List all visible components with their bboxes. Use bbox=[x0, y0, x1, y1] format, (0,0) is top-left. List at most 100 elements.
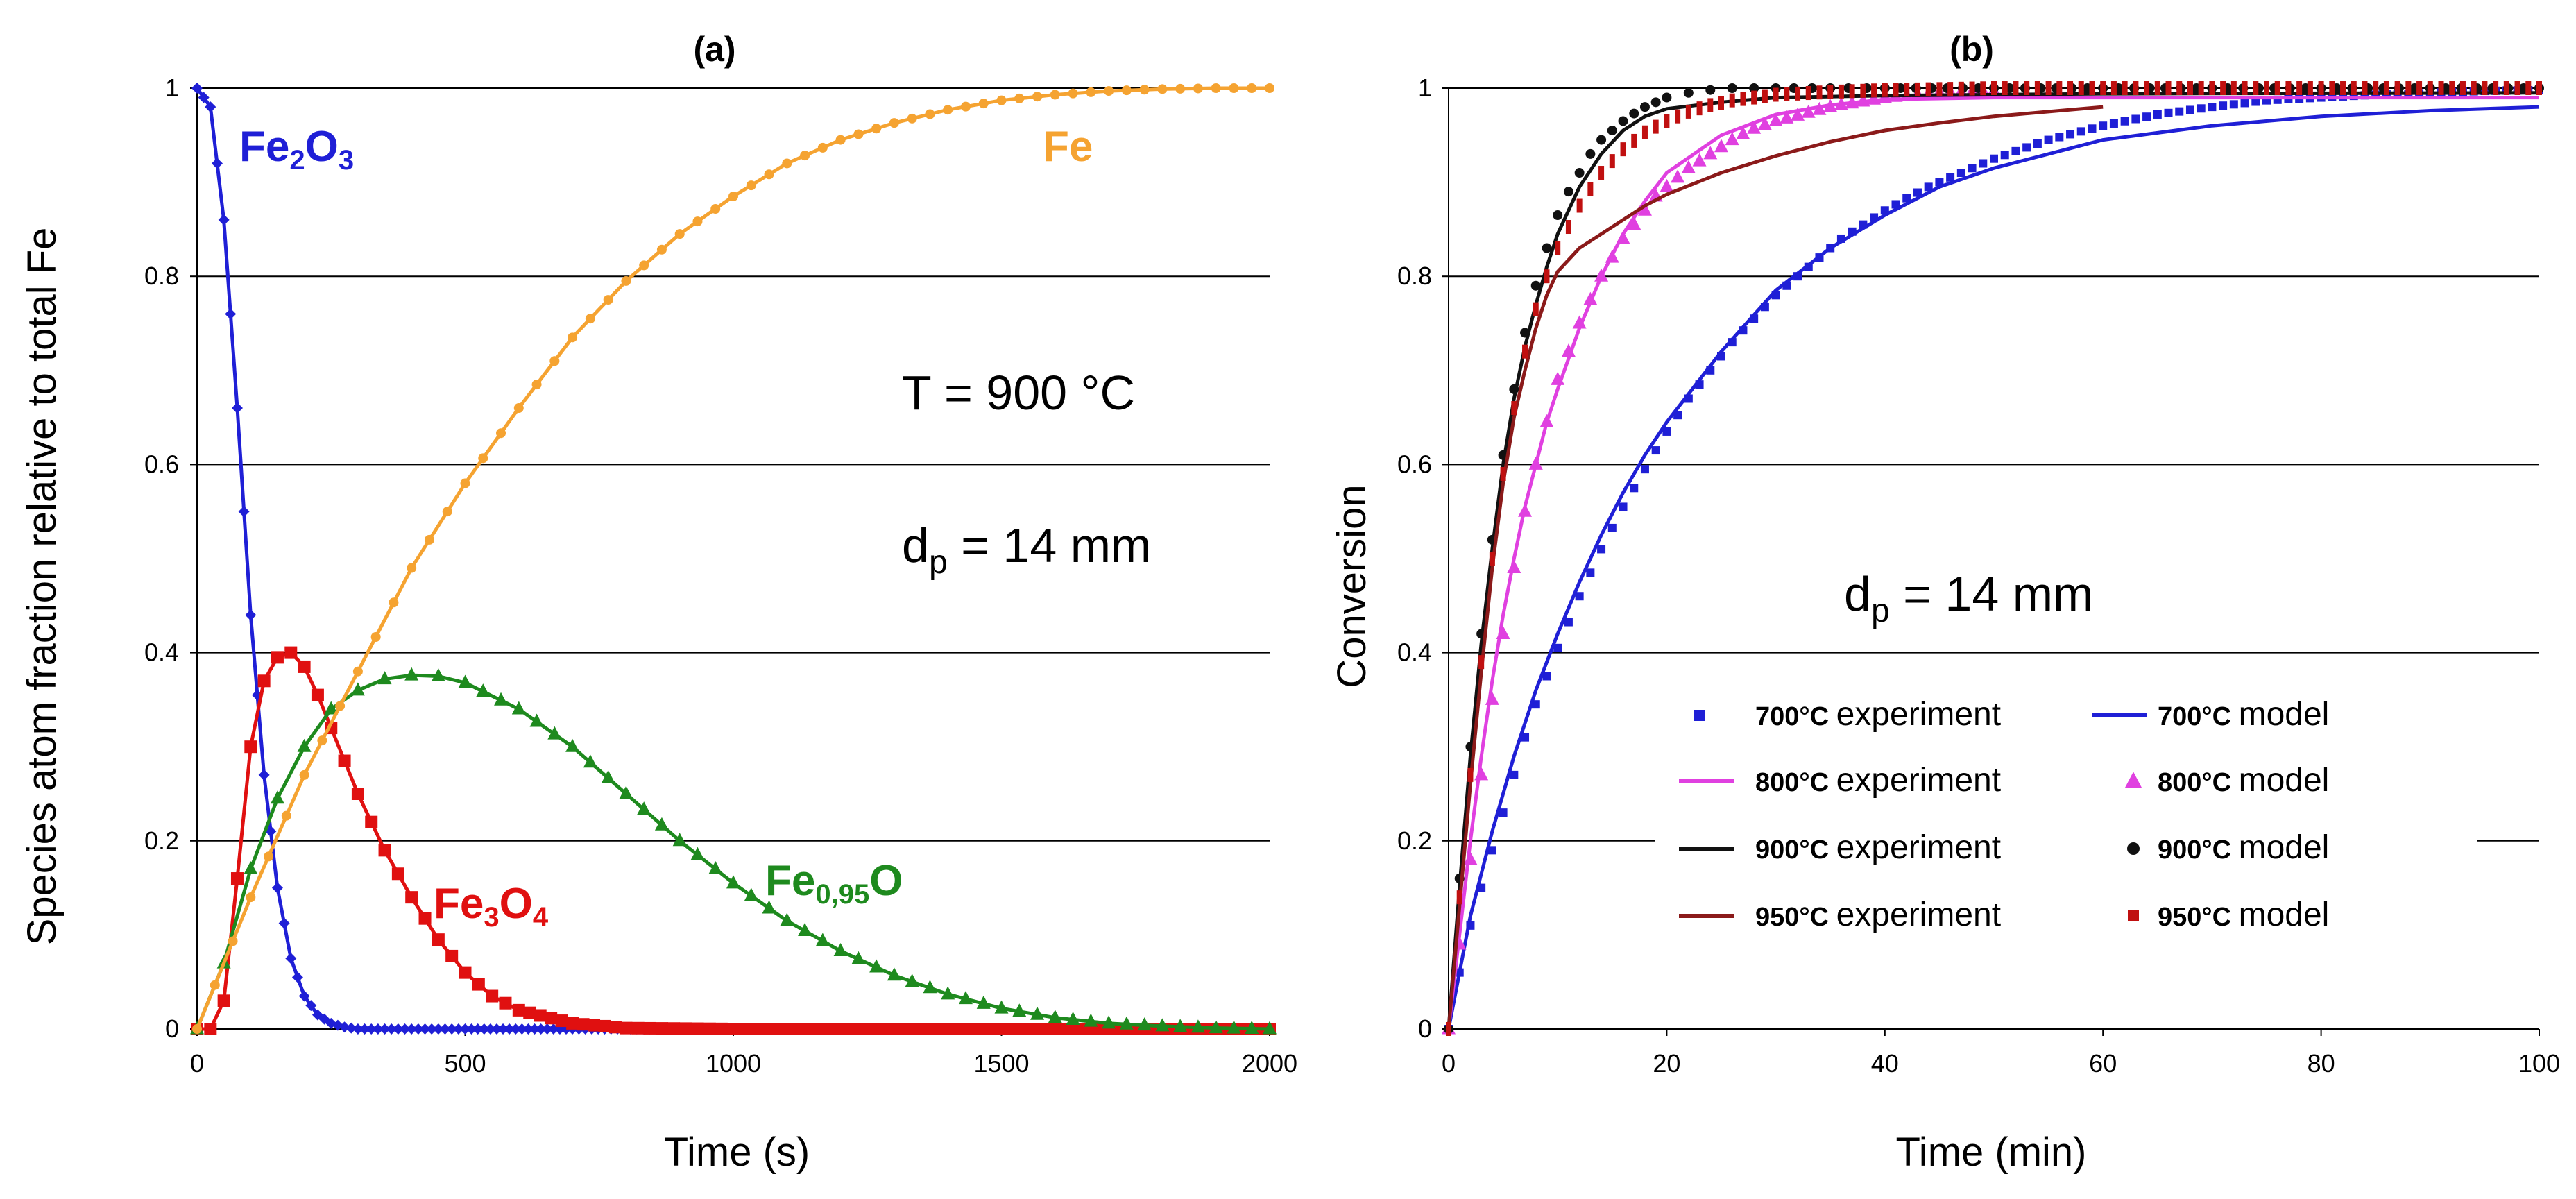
data-point-700-c-experiment-46 bbox=[1946, 173, 1955, 182]
data-point-fe2o3-46 bbox=[497, 1023, 509, 1035]
data-point-700-c-experiment-20 bbox=[1662, 427, 1671, 436]
data-point-fe-6 bbox=[299, 769, 309, 780]
data-point-fe0-95o-5 bbox=[324, 701, 339, 715]
data-point-fe2o3-32 bbox=[406, 1023, 418, 1035]
data-point-fe2o3-0 bbox=[191, 83, 203, 94]
data-point-fe3o4-1 bbox=[204, 1023, 217, 1035]
data-point-fe-57 bbox=[1211, 83, 1221, 93]
species-label-part: Fe bbox=[765, 857, 815, 905]
data-point-fe0-95o-41 bbox=[1012, 1003, 1027, 1017]
panel-a-title: (a) bbox=[693, 30, 735, 69]
x-tick-label-2000: 2000 bbox=[1242, 1049, 1297, 1078]
data-point-fe2o3-30 bbox=[392, 1023, 404, 1035]
data-point-fe-38 bbox=[871, 124, 882, 134]
data-point-fe0-95o-46 bbox=[1102, 1015, 1116, 1029]
data-point-950-c-model-84 bbox=[2362, 81, 2368, 95]
data-point-fe3o4-23 bbox=[499, 996, 512, 1010]
panel-a-diameter-annotation: dp = 14 mm bbox=[902, 518, 1151, 581]
data-point-900-c-model-5 bbox=[1498, 450, 1508, 460]
data-point-950-c-model-98 bbox=[2514, 81, 2520, 95]
data-point-fe-36 bbox=[835, 135, 846, 145]
data-point-950-c-model-21 bbox=[1675, 109, 1681, 124]
data-point-900-c-model-21 bbox=[1683, 87, 1694, 98]
data-point-700-c-experiment-8 bbox=[1531, 700, 1540, 709]
data-point-fe3o4-13 bbox=[365, 815, 378, 828]
data-point-fe3o4-26 bbox=[534, 1009, 547, 1022]
data-point-fe0-95o-40 bbox=[994, 1000, 1009, 1014]
data-point-900-c-model-6 bbox=[1509, 384, 1519, 394]
data-point-800-c-model-16 bbox=[1616, 230, 1630, 244]
data-point-700-c-experiment-48 bbox=[1968, 164, 1977, 173]
data-point-fe0-95o-2 bbox=[244, 860, 258, 874]
data-point-800-c-model-34 bbox=[1812, 101, 1827, 115]
data-point-fe2o3-36 bbox=[432, 1023, 444, 1035]
data-point-fe0-95o-39 bbox=[976, 995, 991, 1009]
data-point-fe0-95o-26 bbox=[744, 887, 758, 901]
data-point-950-c-model-49 bbox=[1980, 81, 1986, 96]
data-point-fe-29 bbox=[710, 204, 721, 214]
data-point-700-c-experiment-45 bbox=[1935, 178, 1944, 187]
data-point-700-c-experiment-74 bbox=[2251, 97, 2260, 106]
data-point-fe0-95o-50 bbox=[1173, 1019, 1188, 1032]
data-point-fe-2 bbox=[228, 936, 238, 946]
data-point-fe2o3-35 bbox=[426, 1023, 438, 1035]
data-point-800-c-model-25 bbox=[1714, 139, 1728, 153]
data-point-950-c-model-56 bbox=[2056, 81, 2063, 95]
species-label-part: O bbox=[305, 123, 339, 171]
data-point-fe3o4-40 bbox=[691, 1022, 704, 1035]
data-point-fe0-95o-8 bbox=[404, 667, 419, 681]
data-point-fe2o3-37 bbox=[439, 1023, 451, 1035]
legend-label: 700°C experiment bbox=[1755, 696, 2001, 733]
data-point-700-c-experiment-64 bbox=[2142, 112, 2151, 121]
data-point-800-c-model-15 bbox=[1605, 249, 1619, 263]
legend-label: 900°C experiment bbox=[1755, 829, 2001, 866]
series-line-fe0-95o bbox=[195, 673, 1270, 1031]
species-label-part: 3 bbox=[484, 902, 499, 933]
legend-label: 900°C model bbox=[2158, 829, 2329, 866]
data-point-900-c-model-19 bbox=[1650, 97, 1661, 108]
legend-entry-950-c-model: 950°C model bbox=[2128, 896, 2329, 933]
data-point-800-c-model-27 bbox=[1736, 126, 1750, 139]
y-tick-label-0: 0 bbox=[1418, 1014, 1432, 1043]
data-point-fe2o3-51 bbox=[529, 1023, 540, 1035]
data-point-700-c-experiment-6 bbox=[1510, 770, 1519, 779]
data-point-700-c-experiment-47 bbox=[1956, 169, 1965, 178]
data-point-800-c-model-11 bbox=[1561, 343, 1576, 357]
data-point-fe3o4-76 bbox=[1111, 1023, 1125, 1035]
data-point-800-c-model-14 bbox=[1594, 268, 1609, 282]
data-point-700-c-experiment-18 bbox=[1640, 465, 1649, 474]
data-point-fe0-95o-32 bbox=[851, 951, 866, 964]
panel-b: (b) 0 0.2 0.4 0.6 0.8 1 0 20 40 60 80 100 Conversi… bbox=[1329, 30, 2560, 1175]
data-point-700-c-experiment-49 bbox=[1979, 159, 1988, 168]
data-point-950-c-model-48 bbox=[1969, 81, 1975, 96]
data-point-800-c-model-29 bbox=[1757, 117, 1772, 130]
legend-entry-700-c-model: 700°C model bbox=[2092, 696, 2329, 733]
data-point-950-c-model-28 bbox=[1751, 90, 1757, 105]
data-point-fe3o4-24 bbox=[512, 1003, 525, 1017]
legend-background bbox=[1655, 694, 2477, 971]
data-point-fe2o3-14 bbox=[285, 953, 297, 964]
data-point-fe0-95o-11 bbox=[476, 683, 491, 697]
data-point-950-c-model-19 bbox=[1653, 119, 1659, 134]
data-point-fe2o3-48 bbox=[510, 1023, 522, 1035]
data-point-800-c-model-4 bbox=[1485, 691, 1499, 705]
data-point-800-c-model-32 bbox=[1791, 107, 1805, 121]
data-point-fe3o4-62 bbox=[948, 1023, 962, 1035]
data-point-800-c-model-10 bbox=[1551, 371, 1565, 385]
x-tick-label-0: 0 bbox=[190, 1049, 204, 1078]
data-point-fe3o4-52 bbox=[832, 1023, 845, 1035]
data-point-700-c-experiment-71 bbox=[2219, 101, 2228, 110]
data-point-700-c-experiment-70 bbox=[2208, 103, 2217, 112]
data-point-fe-27 bbox=[674, 229, 685, 239]
data-point-950-c-model-25 bbox=[1718, 96, 1724, 110]
data-point-fe-41 bbox=[925, 109, 935, 119]
data-point-950-c-model-12 bbox=[1576, 198, 1583, 213]
data-point-fe-18 bbox=[513, 403, 524, 414]
series-950-c-experiment bbox=[1447, 105, 2104, 1030]
data-point-950-c-model-33 bbox=[1805, 86, 1811, 101]
data-point-fe3o4-39 bbox=[679, 1022, 692, 1035]
data-point-800-c-model-22 bbox=[1681, 160, 1696, 173]
data-point-fe2o3-43 bbox=[478, 1023, 490, 1035]
data-point-fe2o3-29 bbox=[386, 1023, 398, 1035]
